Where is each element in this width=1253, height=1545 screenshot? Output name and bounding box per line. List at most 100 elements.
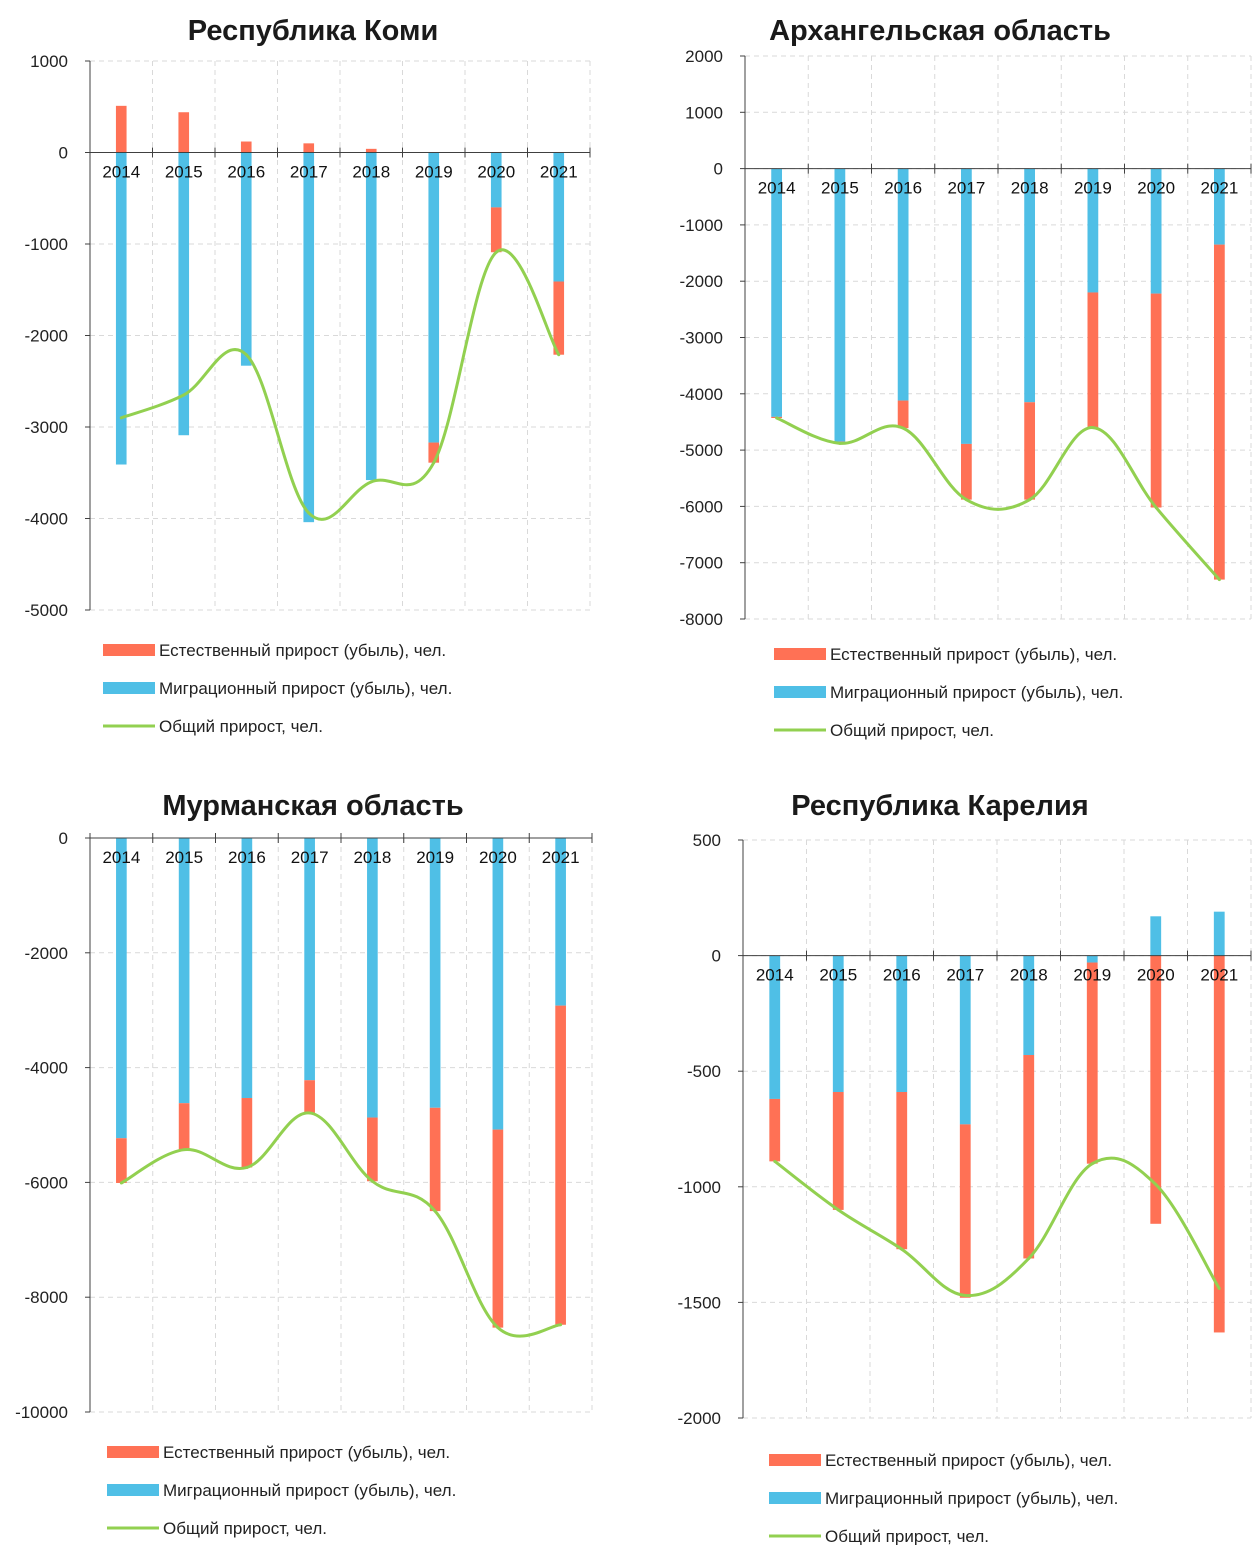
y-tick-label: -2000 — [678, 1409, 721, 1428]
bar-migration — [115, 152, 127, 465]
legend-label: Общий прирост, чел. — [830, 721, 994, 740]
chart-arkhangelsk: Архангельская область 2000 1000 0 -1000 -2000… — [680, 15, 1252, 740]
bar-natural — [832, 1092, 844, 1210]
x-tick-label: 2020 — [479, 848, 517, 867]
legend-label: Естественный прирост (убыль), чел. — [830, 645, 1117, 664]
x-tick-label: 2019 — [1073, 966, 1111, 985]
legend-swatch — [103, 682, 155, 694]
bar-migration — [555, 838, 566, 1006]
y-tick-label: -3000 — [680, 329, 723, 348]
point-total — [1154, 1182, 1158, 1186]
y-tick-label: -2000 — [25, 944, 68, 963]
x-tick-label: 2021 — [542, 848, 580, 867]
point-total — [1090, 1162, 1094, 1166]
y-tick-label: -5000 — [680, 441, 723, 460]
point-total — [773, 1159, 777, 1163]
x-tick-label: 2016 — [883, 966, 921, 985]
x-tick-label: 2020 — [477, 163, 515, 182]
legend-label: Миграционный прирост (убыль), чел. — [825, 1489, 1118, 1508]
point-total — [1154, 506, 1158, 510]
bar-migration — [429, 838, 441, 1108]
y-tick-label: 1000 — [685, 103, 723, 122]
x-tick-label: 2018 — [353, 848, 391, 867]
bar-migration — [769, 955, 781, 1099]
legend-swatch — [774, 686, 826, 698]
chart-karelia: Республика Карелия 500 0 -500 -1000 -1500 -200… — [678, 790, 1252, 1545]
y-tick-label: -1000 — [680, 216, 723, 235]
point-total — [557, 353, 561, 357]
legend-label: Естественный прирост (убыль), чел. — [159, 641, 446, 660]
point-total — [1217, 578, 1221, 582]
point-total — [1027, 1256, 1031, 1260]
point-total — [559, 1323, 563, 1327]
bar-migration — [1150, 168, 1162, 294]
bar-natural — [365, 148, 377, 153]
y-tick-label: -4000 — [25, 1059, 68, 1078]
chart-title: Мурманская область — [162, 790, 463, 822]
bar-natural — [555, 1005, 566, 1325]
bar-natural — [304, 1080, 315, 1113]
bar-natural — [896, 1092, 908, 1250]
bar-migration — [116, 838, 127, 1139]
bar-natural — [1023, 1055, 1035, 1259]
y-tick-label: 2000 — [685, 47, 723, 66]
chart-panel-karelia: Республика Карелия 500 0 -500 -1000 -1500 -200… — [627, 775, 1253, 1545]
legend-label: Миграционный прирост (убыль), чел. — [159, 679, 452, 698]
y-tick-label: -8000 — [25, 1288, 68, 1307]
chart-title: Республика Карелия — [791, 790, 1088, 822]
point-total — [964, 498, 968, 502]
bar-natural — [1024, 402, 1036, 500]
bar-migration — [365, 152, 377, 481]
bar-migration — [367, 838, 378, 1118]
bar-natural — [1213, 955, 1225, 1333]
legend-swatch — [107, 1446, 159, 1458]
x-tick-label: 2017 — [291, 848, 329, 867]
point-total — [900, 1247, 904, 1251]
bar-natural — [1150, 293, 1162, 508]
point-total — [963, 1293, 967, 1297]
point-total — [307, 511, 311, 515]
x-tick-label: 2014 — [758, 179, 796, 198]
bar-migration — [304, 838, 315, 1081]
y-tick-label: -3000 — [25, 418, 68, 437]
legend-label: Миграционный прирост (убыль), чел. — [163, 1481, 456, 1500]
point-total — [433, 1209, 437, 1213]
bar-migration — [959, 955, 971, 1125]
chart-title: Республика Коми — [188, 15, 439, 47]
bar-migration — [240, 152, 252, 366]
chart-panel-komi: Республика Коми 1000 0 -1000 -2000 -3000 -4000… — [0, 0, 626, 775]
x-tick-label: 2015 — [821, 179, 859, 198]
bar-migration — [1023, 955, 1035, 1056]
y-tick-label: 0 — [714, 160, 723, 179]
line-total — [776, 416, 1221, 581]
y-tick-label: 0 — [59, 829, 68, 848]
bar-migration — [178, 838, 190, 1104]
bar-natural — [1213, 244, 1225, 580]
bar-natural — [367, 1117, 378, 1182]
y-tick-label: -4000 — [680, 385, 723, 404]
legend-label: Естественный прирост (убыль), чел. — [163, 1443, 450, 1462]
legend-label: Общий прирост, чел. — [159, 717, 323, 736]
x-tick-label: 2020 — [1137, 966, 1175, 985]
x-tick-label: 2016 — [884, 179, 922, 198]
x-tick-label: 2017 — [946, 966, 984, 985]
bar-natural — [240, 141, 252, 153]
point-total — [1217, 1287, 1221, 1291]
point-total — [432, 461, 436, 465]
x-tick-label: 2014 — [102, 848, 140, 867]
chart-title: Архангельская область — [769, 15, 1111, 47]
bar-migration — [1086, 955, 1098, 963]
point-total — [1028, 498, 1032, 502]
bar-natural — [303, 143, 315, 153]
bar-natural — [116, 1138, 127, 1183]
bar-migration — [241, 838, 253, 1099]
x-tick-label: 2020 — [1137, 179, 1175, 198]
bar-natural — [428, 442, 440, 463]
point-total — [119, 416, 123, 420]
x-tick-label: 2017 — [947, 179, 985, 198]
legend-label: Естественный прирост (убыль), чел. — [825, 1451, 1112, 1470]
bar-natural — [960, 443, 972, 500]
bar-natural — [178, 112, 190, 153]
bar-natural — [1087, 292, 1099, 428]
bar-migration — [1213, 911, 1225, 956]
